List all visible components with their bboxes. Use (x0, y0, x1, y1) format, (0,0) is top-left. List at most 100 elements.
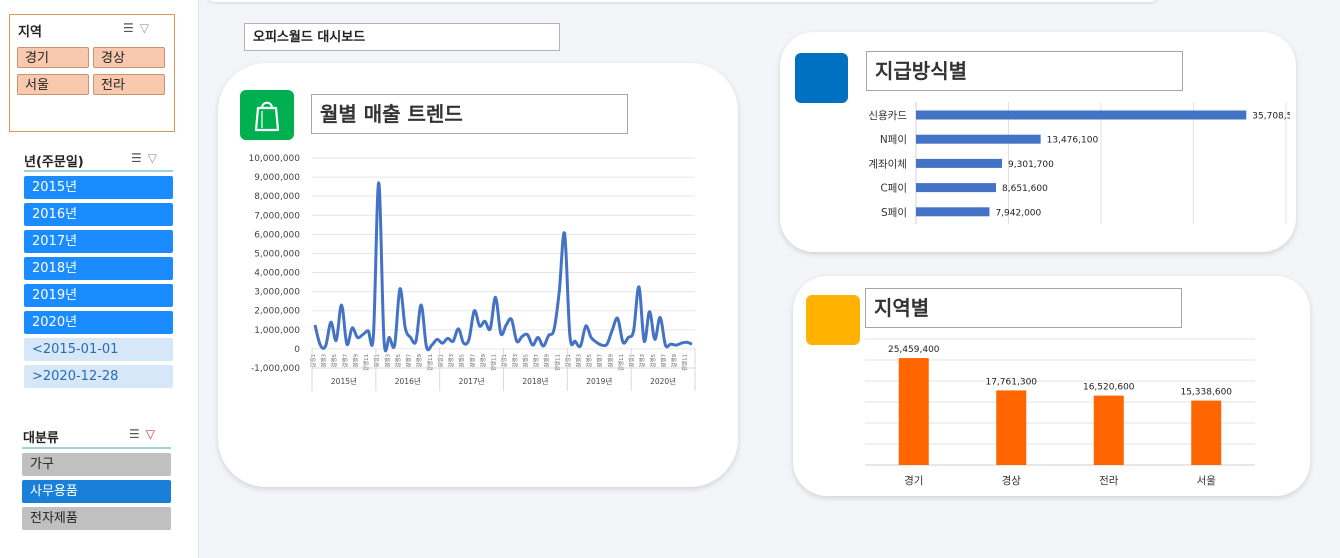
value-label: 7,942,000 (995, 208, 1041, 218)
year-group-label: 2015년 (331, 376, 357, 386)
value-label: 15,338,600 (1180, 388, 1232, 398)
year-group-label: 2016년 (395, 376, 421, 386)
category-label: 경상 (1002, 474, 1022, 487)
value-label: 13,476,100 (1047, 136, 1099, 146)
x-tick-label: 걸앵5 (458, 354, 466, 368)
region-item-gyeongsang[interactable]: 경상 (93, 47, 165, 68)
bar-2 (1093, 395, 1124, 465)
x-tick-label: 걸앵3 (383, 354, 391, 368)
year-item-2020[interactable]: 2020년 (24, 311, 173, 334)
payment-icon (795, 53, 848, 103)
x-tick-label: 걸앵3 (638, 354, 646, 368)
region-title: 지역별 (865, 288, 1182, 328)
bar-1 (916, 134, 1041, 144)
year-group-label: 2018년 (522, 376, 548, 386)
bar-3 (916, 183, 997, 193)
y-tick-label: 5,000,000 (254, 249, 300, 259)
region-slicer: 지역 ☰▽ 경기 경상 서울 전라 (9, 14, 175, 132)
bar-1 (996, 390, 1027, 465)
multi-select-icon[interactable]: ☰ (131, 151, 148, 165)
x-tick-label: 걸앵11 (362, 354, 370, 371)
year-slicer-title: 년(주문일) (24, 155, 84, 170)
year-slicer-underline (24, 170, 173, 172)
y-tick-label: 6,000,000 (254, 230, 300, 240)
year-item-2015[interactable]: 2015년 (24, 176, 173, 199)
x-tick-label: 걸앵1 (564, 354, 572, 368)
x-tick-label: 걸앵11 (426, 354, 434, 371)
region-icon (806, 295, 860, 345)
payment-bar-chart: 신용카드 35,708,500 N페이 13,476,100 계좌이체 9,301,700… (868, 102, 1290, 224)
bar-0 (916, 110, 1247, 120)
x-tick-label: 걸앵11 (681, 354, 689, 371)
region-item-seoul[interactable]: 서울 (17, 74, 89, 95)
shopping-bag-icon (240, 90, 294, 140)
clear-filter-icon[interactable]: ▽ (139, 21, 155, 35)
payment-method-title: 지급방식별 (866, 51, 1183, 91)
value-label: 16,520,600 (1083, 383, 1135, 393)
year-group-label: 2020년 (650, 376, 676, 386)
x-tick-label: 걸앵9 (606, 354, 614, 368)
y-tick-label: -1,000,000 (251, 364, 300, 374)
x-tick-label: 걸앵7 (405, 354, 413, 368)
x-tick-label: 걸앵9 (351, 354, 359, 368)
x-tick-label: 걸앵7 (468, 354, 476, 368)
x-tick-label: 걸앵5 (649, 354, 657, 368)
x-tick-label: 걸앵5 (394, 354, 402, 368)
year-item-2019[interactable]: 2019년 (24, 284, 173, 307)
x-tick-label: 걸앵9 (543, 354, 551, 368)
x-tick-label: 걸앵5 (585, 354, 593, 368)
multi-select-icon[interactable]: ☰ (129, 427, 146, 441)
x-tick-label: 걸앵3 (320, 354, 328, 368)
x-tick-label: 걸앵7 (532, 354, 540, 368)
y-tick-label: 1,000,000 (254, 326, 300, 336)
region-item-gyeonggi[interactable]: 경기 (17, 47, 89, 68)
bar-4 (916, 207, 990, 217)
year-item-after-2020[interactable]: >2020-12-28 (24, 365, 173, 388)
dashboard-title: 오피스월드 대시보드 (244, 23, 560, 51)
category-slicer-underline (22, 447, 171, 449)
x-tick-label: 걸앵7 (659, 354, 667, 368)
x-tick-label: 걸앵5 (521, 354, 529, 368)
top-bar (205, 0, 1160, 2)
y-tick-label: 0 (294, 345, 300, 355)
x-tick-label: 걸앵9 (479, 354, 487, 368)
clear-filter-icon[interactable]: ▽ (147, 151, 163, 165)
x-tick-label: 걸앵7 (596, 354, 604, 368)
monthly-sales-title: 월별 매출 트렌드 (311, 94, 628, 134)
x-tick-label: 걸앵1 (373, 354, 381, 368)
year-item-2017[interactable]: 2017년 (24, 230, 173, 253)
y-tick-label: 8,000,000 (254, 192, 300, 202)
region-item-jeolla[interactable]: 전라 (93, 74, 165, 95)
value-label: 17,761,300 (985, 377, 1037, 387)
x-tick-label: 걸앵9 (670, 354, 678, 368)
y-tick-label: 7,000,000 (254, 211, 300, 221)
clear-filter-icon[interactable]: ▽ (145, 427, 161, 441)
value-label: 8,651,600 (1002, 184, 1048, 194)
category-item-electronics[interactable]: 전자제품 (22, 507, 171, 530)
x-tick-label: 걸앵3 (447, 354, 455, 368)
category-slicer-title: 대분류 (23, 431, 59, 446)
category-label: S페이 (881, 207, 907, 219)
category-item-furniture[interactable]: 가구 (22, 453, 171, 476)
value-label: 25,459,400 (888, 345, 940, 355)
line-chart: 10,000,000 9,000,000 8,000,000 7,000,000 6,0… (248, 154, 696, 391)
year-item-before-2015[interactable]: <2015-01-01 (24, 338, 173, 361)
y-tick-label: 3,000,000 (254, 288, 300, 298)
x-tick-label: 걸앵7 (341, 354, 349, 368)
series-line-monthly-sales (313, 181, 693, 353)
multi-select-icon[interactable]: ☰ (123, 21, 140, 35)
y-tick-label: 2,000,000 (254, 307, 300, 317)
x-tick-label: 걸앵5 (330, 354, 338, 368)
category-item-office-supplies[interactable]: 사무용품 (22, 480, 171, 503)
x-tick-label: 걸앵1 (309, 354, 317, 368)
value-label: 35,708,500 (1252, 112, 1290, 122)
x-tick-label: 걸앵11 (553, 354, 561, 371)
x-tick-label: 걸앵3 (574, 354, 582, 368)
category-label: 계좌이체 (868, 158, 907, 170)
y-tick-label: 4,000,000 (254, 269, 300, 279)
bar-2 (916, 158, 1003, 168)
year-item-2016[interactable]: 2016년 (24, 203, 173, 226)
category-label: 전라 (1099, 475, 1119, 487)
category-label: 신용카드 (868, 110, 907, 122)
year-item-2018[interactable]: 2018년 (24, 257, 173, 280)
